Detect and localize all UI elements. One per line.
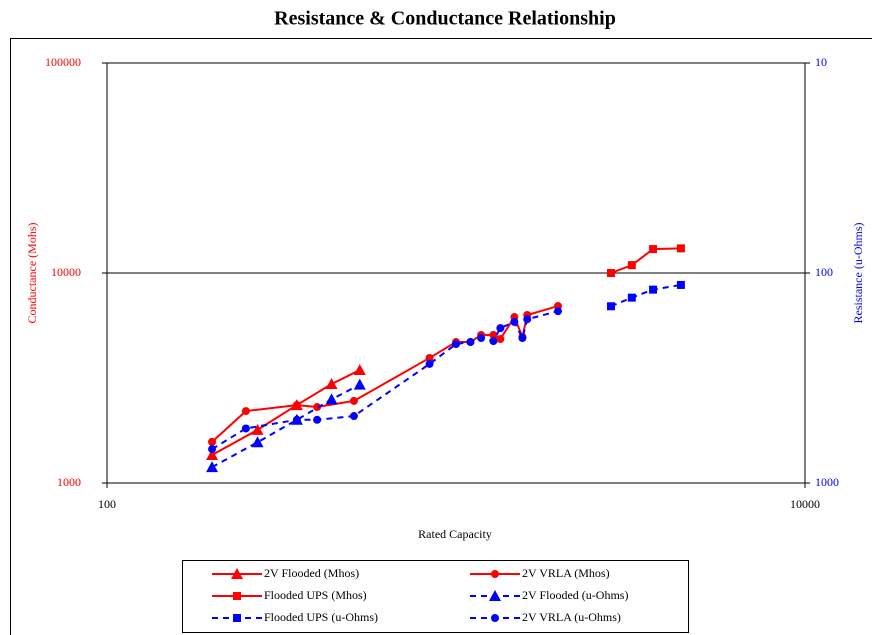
point [676,280,685,289]
point [496,334,505,343]
point [325,393,338,405]
point [452,340,460,349]
legend-label: Flooded UPS (Mhos) [264,588,367,602]
point [251,436,264,448]
y-tick-label: 1000 [57,475,81,489]
point [313,415,322,424]
y-axis-label: Conductance (Mohs) [25,223,39,324]
point [325,378,338,390]
point [553,307,562,316]
point [627,293,636,302]
point [206,448,219,460]
series-line [610,283,682,308]
point [676,244,685,253]
legend-marker [491,614,499,622]
legend-marker [233,592,241,600]
y2-tick-label: 10 [815,55,827,69]
point [241,424,250,433]
point [466,337,475,346]
series-line [211,383,361,468]
legend [182,560,689,633]
point [349,412,358,421]
y-tick-label: 100000 [45,55,81,69]
point [477,334,486,343]
legend-label: 2V VRLA (u-Ohms) [522,610,621,624]
point [489,337,498,346]
legend-label: 2V Flooded (u-Ohms) [522,588,628,602]
point [206,461,219,473]
legend-marker [233,614,241,622]
point [353,378,366,390]
point [496,324,505,333]
y2-tick-label: 1000 [815,475,839,489]
point [510,317,519,326]
legend-label: 2V VRLA (Mhos) [522,566,610,580]
point [489,330,498,339]
legend-marker [231,568,243,579]
point [353,364,366,376]
chart-frame [10,38,872,635]
point [606,302,615,311]
point [241,407,250,416]
legend-label: 2V Flooded (Mhos) [264,566,359,580]
chart-title: Resistance & Conductance Relationship [274,8,616,30]
x-tick-label: 100 [98,497,116,511]
point [523,315,532,324]
point [292,415,301,424]
legend-label: Flooded UPS (u-Ohms) [264,610,378,624]
legend-marker [489,590,501,601]
point [649,285,658,294]
point [606,269,615,277]
point [208,445,217,454]
point [425,359,434,368]
x-tick-label: 10000 [790,497,820,511]
y2-tick-label: 100 [815,265,833,279]
y2-axis-label: Resistance (u-Ohms) [851,223,865,324]
point [349,396,358,405]
point [518,334,527,343]
legend-marker [491,570,499,578]
x-axis-label: Rated Capacity [418,527,492,541]
point [251,423,264,435]
point [425,353,434,362]
point [627,261,636,270]
point [649,245,658,254]
point [208,437,217,446]
y-tick-label: 10000 [51,265,81,279]
series-line [610,247,681,274]
point [292,401,301,410]
